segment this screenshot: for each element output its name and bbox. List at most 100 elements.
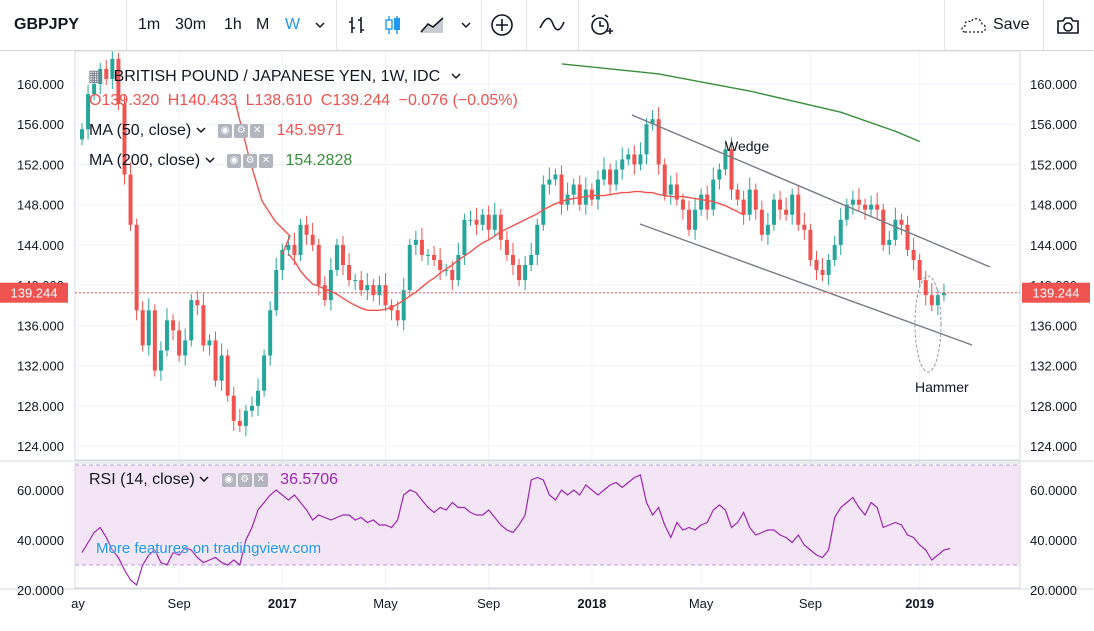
candle-body [559,174,564,205]
interval-week-button[interactable]: W [285,16,301,33]
rsi-value: 36.5706 [280,471,339,488]
candle-body [650,119,655,125]
candle-body [850,199,855,205]
candle [541,175,546,231]
candle [413,230,418,255]
toolbar-divider [126,0,127,50]
ohlc-low: L138.610 [245,92,313,109]
gear-icon[interactable]: ⚙ [234,123,249,138]
candle-body [602,169,607,180]
gear-icon[interactable]: ⚙ [237,472,252,487]
toolbar-divider [1043,0,1044,50]
candle-body [171,320,176,331]
candle-body [480,214,485,225]
hammer-ellipse [914,275,942,373]
candle-body [468,219,473,221]
cloud-save-icon[interactable] [958,0,988,50]
candle [863,198,868,220]
compare-icon[interactable] [538,0,566,50]
candle-body [256,390,261,406]
candle-body [644,124,649,155]
interval-1m-button[interactable]: 1m [138,16,161,33]
candle [614,160,619,191]
candle [274,257,279,317]
bar-style-icon[interactable] [346,0,368,50]
alert-icon[interactable] [588,0,614,50]
candle-body [510,254,515,265]
time-tick-label: 2017 [268,596,297,611]
candle [359,271,364,297]
eye-icon[interactable]: ◉ [221,472,236,487]
price-tick-label-right: 156.000 [1030,117,1077,132]
candle [850,190,855,215]
price-tick-label-right: 128.000 [1030,399,1077,414]
rsi-label: RSI (14, close) [89,471,195,488]
rsi-tick-label-left: 20.0000 [17,583,64,598]
interval-dropdown-icon[interactable] [314,0,326,50]
candle-body [274,270,279,311]
interval-1h-button[interactable]: 1h [224,16,242,33]
toolbar-divider [944,0,945,50]
close-icon[interactable]: ✕ [259,153,274,168]
legend-dropdown-icon[interactable] [199,471,209,488]
candle [280,243,285,281]
candle-body [662,164,667,195]
symbol-search-button[interactable]: GBPJPY [14,16,79,33]
price-tick-label-left: 160.000 [17,77,64,92]
interval-30m-button[interactable]: 30m [175,16,207,33]
candle [189,294,194,347]
candle-body [699,194,704,210]
candle-body [571,184,576,195]
candle-body [723,149,728,170]
eye-icon[interactable]: ◉ [218,123,233,138]
price-tick-label-left: 144.000 [17,238,64,253]
interval-month-button[interactable]: M [256,16,270,33]
candle [881,203,886,251]
candle-body [353,280,358,282]
candle-body [626,154,631,160]
candle [237,408,242,432]
close-icon[interactable]: ✕ [253,472,268,487]
candle [929,283,934,312]
candle [547,167,552,195]
eye-icon[interactable]: ◉ [227,153,242,168]
candle [771,193,776,231]
candle [650,110,655,131]
area-style-icon[interactable] [419,0,445,50]
candle [116,52,121,111]
candle [341,235,346,276]
candle-body [438,259,443,271]
save-button[interactable]: Save [993,16,1030,33]
camera-icon[interactable] [1055,0,1081,50]
candle-body [729,149,734,190]
ohlc-close: C139.244 [320,92,391,109]
candle [608,163,613,195]
candle [195,291,200,316]
candle-body [177,330,182,356]
candle-body [911,249,916,260]
candle-body [128,174,133,225]
candle-body [207,340,212,346]
chart-style-dropdown-icon[interactable] [460,0,472,50]
close-icon[interactable]: ✕ [250,123,265,138]
add-indicator-icon[interactable] [490,0,514,50]
ohlc-open: O139.320 [89,92,160,109]
candle [595,170,600,210]
legend-dropdown-icon[interactable] [451,68,461,85]
candle [480,208,485,231]
toolbar-divider [578,0,579,50]
candle-body [620,159,625,170]
candle [243,404,248,436]
wedge-upper-line [631,114,991,268]
candle-body [838,219,843,245]
candle [292,232,297,265]
rsi-pane-border [74,462,1021,589]
legend-dropdown-icon[interactable] [205,152,215,169]
gear-icon[interactable]: ⚙ [243,153,258,168]
candle-body [753,189,758,210]
candle-body [268,310,273,356]
legend-dropdown-icon[interactable] [196,122,206,139]
candle-style-icon[interactable] [382,0,404,50]
promo-link[interactable]: More features on tradingview.com [96,540,322,557]
candle-body [292,244,297,255]
